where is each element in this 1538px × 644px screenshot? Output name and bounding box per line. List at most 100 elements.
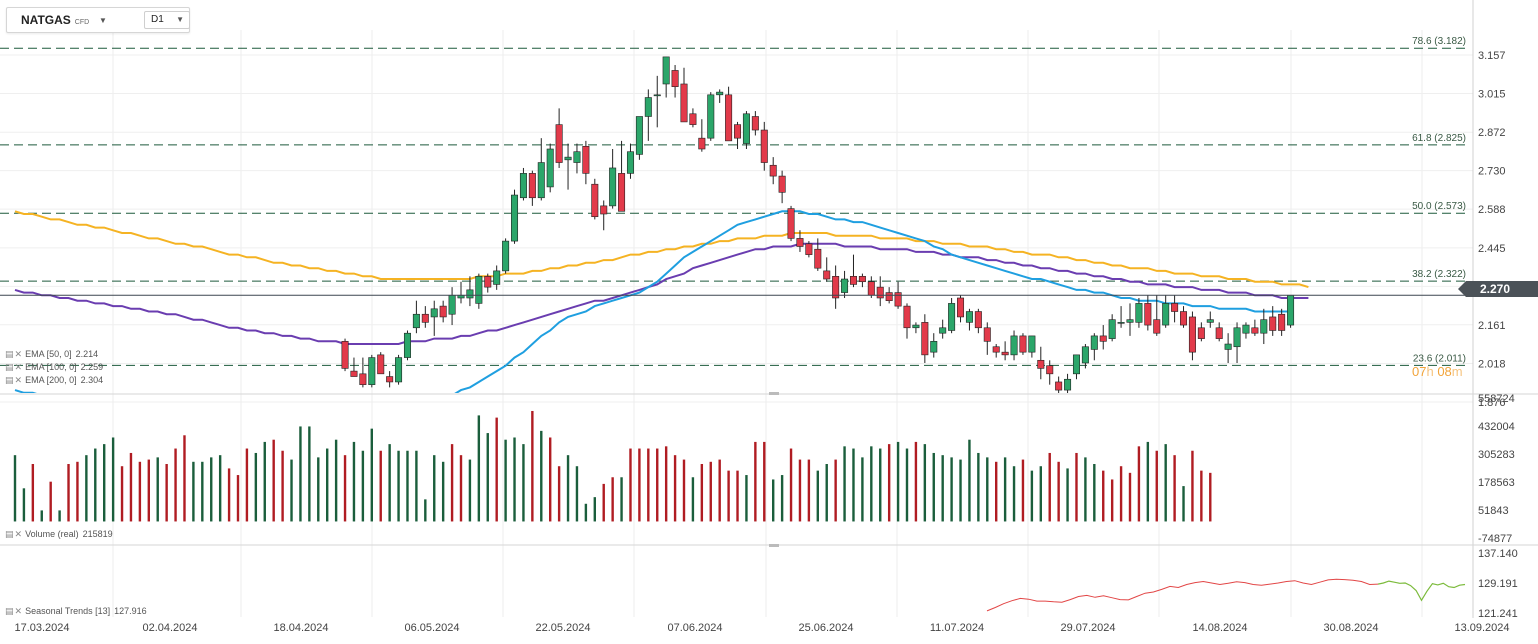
volume-bar xyxy=(1039,466,1042,522)
volume-bar xyxy=(67,464,70,522)
volume-bar xyxy=(147,459,150,522)
x-tick-label: 25.06.2024 xyxy=(798,622,853,634)
volume-bar xyxy=(424,499,427,522)
volume-bar xyxy=(986,457,989,522)
candles xyxy=(74,56,1295,463)
menu-icon[interactable]: ▤ xyxy=(5,374,14,385)
close-icon[interactable]: ✕ xyxy=(14,605,23,616)
volume-bar xyxy=(664,446,668,522)
pane-resize-handle xyxy=(769,544,779,547)
volume-bar xyxy=(638,448,641,522)
volume-bar xyxy=(174,448,177,522)
candle-body xyxy=(341,341,349,369)
x-tick-label: 14.08.2024 xyxy=(1192,622,1247,634)
close-icon[interactable]: ✕ xyxy=(14,348,23,359)
volume-bar xyxy=(1128,472,1132,522)
volume-bar xyxy=(772,479,775,522)
volume-bar xyxy=(290,459,293,522)
volume-bar xyxy=(352,441,356,522)
pane-separators[interactable] xyxy=(0,392,1538,547)
candle-body xyxy=(1269,316,1277,331)
volume-bars xyxy=(13,410,1212,522)
candle-body xyxy=(412,313,420,329)
ema-50-line xyxy=(14,210,1291,393)
candle-body xyxy=(155,417,161,428)
close-icon[interactable]: ✕ xyxy=(14,361,23,372)
candle-body xyxy=(903,305,911,329)
candle-body xyxy=(466,289,474,299)
volume-tick-label: 51843 xyxy=(1478,505,1509,517)
volume-bar xyxy=(1191,450,1194,522)
volume-bar xyxy=(673,455,677,522)
candle-body xyxy=(698,137,706,150)
candle-body xyxy=(832,276,840,299)
candle-body xyxy=(760,129,768,163)
volume-bar xyxy=(807,459,811,522)
candle-body xyxy=(359,373,367,385)
candle-body xyxy=(974,311,982,329)
candle-body xyxy=(635,116,643,155)
candle-body xyxy=(742,113,750,144)
menu-icon[interactable]: ▤ xyxy=(5,605,14,616)
candle-body xyxy=(1001,351,1009,356)
volume-bar xyxy=(914,441,918,522)
volume-bar xyxy=(709,461,712,522)
x-tick-label: 18.04.2024 xyxy=(273,622,328,634)
volume-bar xyxy=(103,444,106,522)
ema50-value: 2.214 xyxy=(75,349,99,359)
volume-bar xyxy=(816,470,819,522)
candle-body xyxy=(528,173,536,199)
last-price-tag: 2.270 xyxy=(1458,281,1538,297)
symbol-dropdown-caret-icon[interactable]: ▼ xyxy=(99,16,107,25)
volume-bar xyxy=(647,448,650,522)
symbol-selector[interactable]: NATGAS CFD ▼ D1 ▼ xyxy=(6,7,190,33)
candle-body xyxy=(751,116,759,131)
volume-bar xyxy=(1066,468,1069,522)
candle-body xyxy=(403,332,411,358)
close-icon[interactable]: ✕ xyxy=(14,528,23,539)
candle-body xyxy=(582,145,590,174)
candle-body xyxy=(1251,327,1259,334)
seasonal-projection-line xyxy=(1377,580,1466,602)
close-icon[interactable]: ✕ xyxy=(14,374,23,385)
volume-bar xyxy=(281,450,284,522)
price-tick-label: 2.588 xyxy=(1478,204,1506,216)
candle-body xyxy=(1135,303,1143,323)
volume-bar xyxy=(602,483,605,522)
volume-bar xyxy=(691,477,695,522)
volume-bar xyxy=(49,481,52,522)
candle-body xyxy=(957,297,965,318)
volume-tick-label: 305283 xyxy=(1478,449,1515,461)
fib-level-label: 61.8 (2.825) xyxy=(1412,133,1466,144)
candle-body xyxy=(1055,381,1063,391)
fib-level-label: 78.6 (3.182) xyxy=(1412,36,1466,47)
candle-body xyxy=(778,175,786,193)
candle-body xyxy=(1224,343,1232,350)
timeframe-select[interactable]: D1 ▼ xyxy=(144,11,190,29)
volume-bar xyxy=(441,461,445,522)
menu-icon[interactable]: ▤ xyxy=(5,361,14,372)
volume-bar xyxy=(272,439,275,522)
volume-bar xyxy=(343,455,347,522)
candle-body xyxy=(217,447,223,455)
candle-body xyxy=(564,156,572,161)
candle-body xyxy=(74,406,80,417)
volume-bar xyxy=(763,441,766,522)
volume-tick-label: -74877 xyxy=(1478,533,1512,545)
volume-bar xyxy=(923,444,927,522)
menu-icon[interactable]: ▤ xyxy=(5,528,14,539)
candle-body xyxy=(92,423,98,428)
ema200-label: EMA [200, 0] xyxy=(25,375,77,385)
seasonal-tick-label: 121.241 xyxy=(1478,608,1518,620)
candle-body xyxy=(235,452,241,463)
candle-body xyxy=(1206,319,1214,323)
candle-body xyxy=(1108,319,1116,339)
volume-bar xyxy=(406,450,409,522)
volume-bar xyxy=(94,448,97,522)
volume-bar xyxy=(495,417,498,522)
candle-body xyxy=(1037,359,1045,369)
axes: 17.03.2024 02.04.2024 18.04.2024 06.05.2024… xyxy=(14,0,1518,634)
menu-icon[interactable]: ▤ xyxy=(5,348,14,359)
x-tick-label: 22.05.2024 xyxy=(535,622,590,634)
